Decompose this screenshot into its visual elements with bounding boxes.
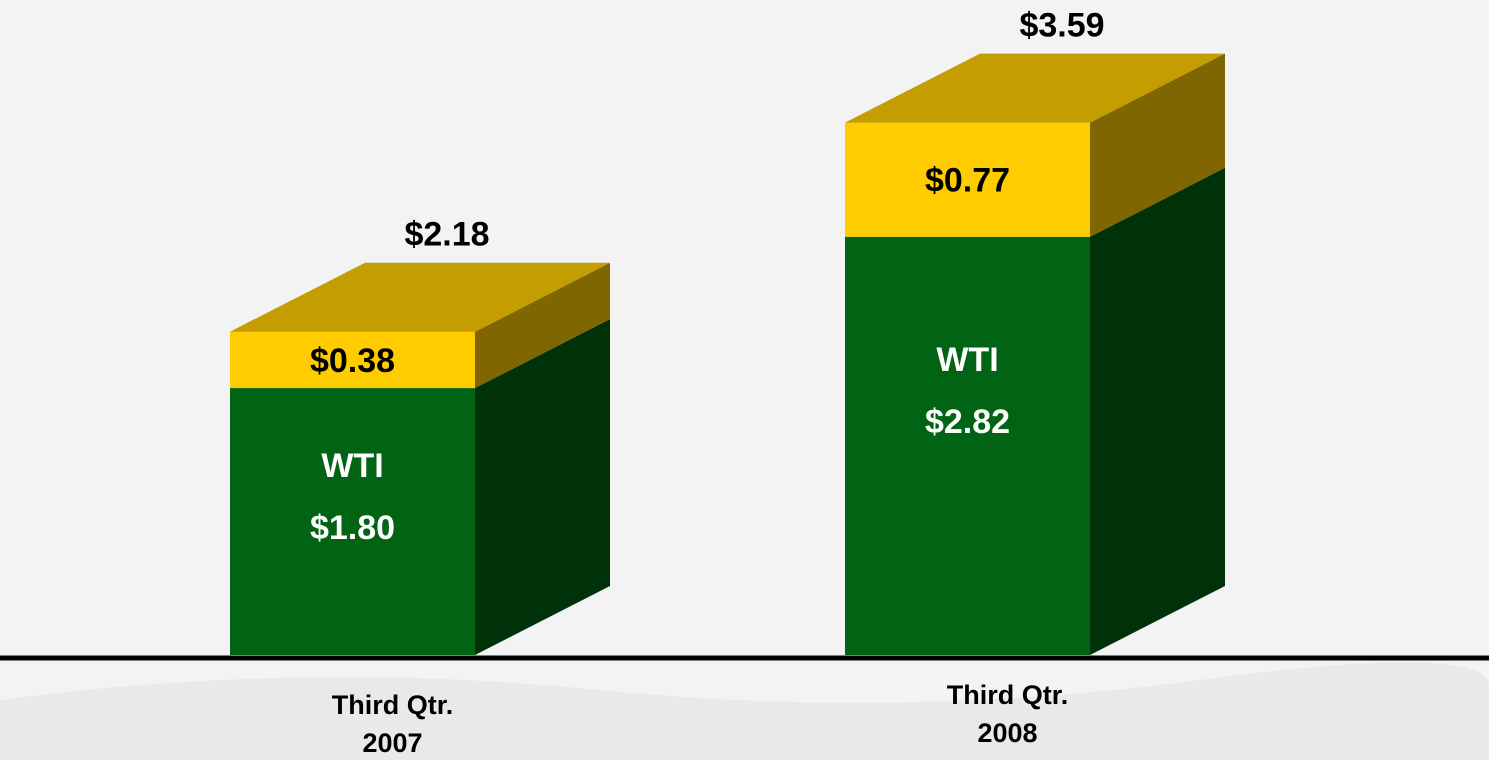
bar-side: [1090, 167, 1225, 655]
bar-top: [845, 53, 1225, 123]
bar-segment: [230, 388, 475, 655]
value-label: $0.38: [310, 342, 395, 380]
bar-segment: [230, 331, 475, 389]
bar-side: [475, 262, 610, 389]
bar-side: [1090, 53, 1225, 237]
series-label: WTI: [936, 341, 998, 379]
bar-segment: [845, 236, 1090, 655]
total-label: $3.59: [1019, 7, 1104, 45]
value-label: $0.77: [925, 162, 1010, 200]
value-label: $2.82: [925, 403, 1010, 441]
bar-side: [475, 319, 610, 655]
x-tick-label: Third Qtr. 2007: [331, 690, 454, 758]
series-label: WTI: [321, 447, 383, 485]
bar-segment: [845, 122, 1090, 237]
total-label: $2.18: [404, 216, 489, 254]
bar-top: [230, 262, 610, 332]
background-texture: [0, 662, 1489, 760]
value-label: $1.80: [310, 509, 395, 547]
x-tick-label: Third Qtr. 2008: [946, 680, 1069, 748]
